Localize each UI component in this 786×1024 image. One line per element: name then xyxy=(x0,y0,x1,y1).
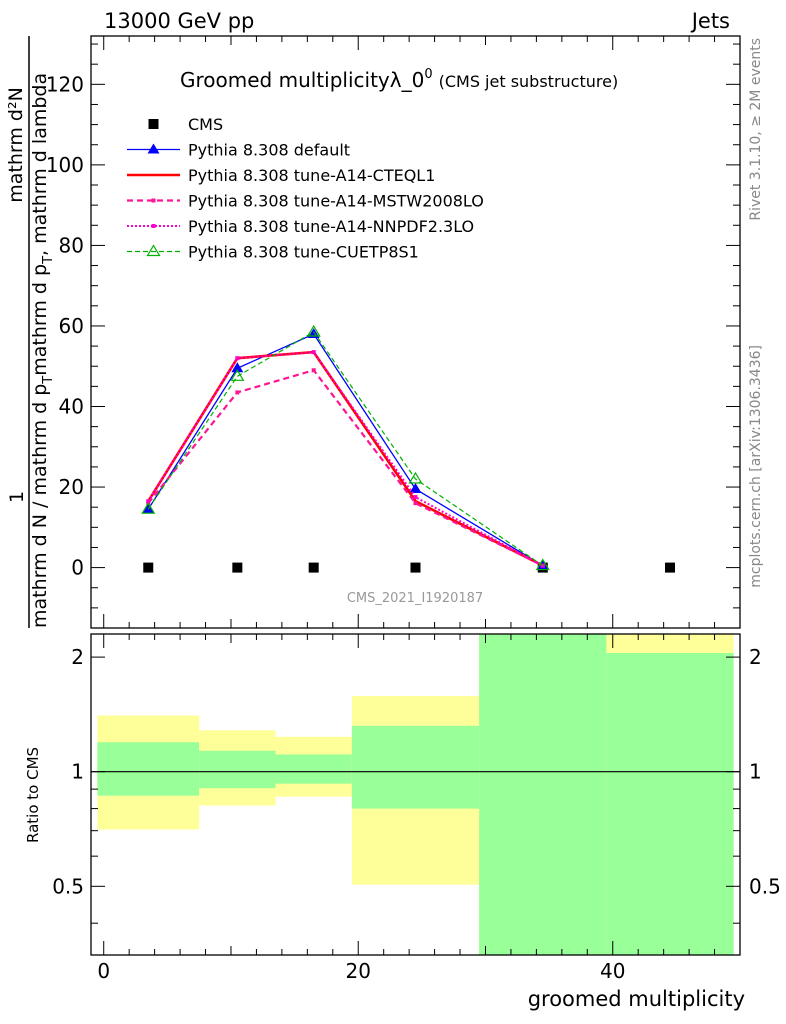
series-point-4-1 xyxy=(235,356,240,361)
series-point-0-5 xyxy=(665,562,676,573)
series-layer xyxy=(141,324,676,573)
series-5 xyxy=(141,324,550,571)
legend-entry-4: Pythia 8.308 tune-A14-NNPDF2.3LO xyxy=(127,217,474,236)
legend-entry-3: Pythia 8.308 tune-A14-MSTW2008LO xyxy=(127,192,484,211)
legend-entry-1: Pythia 8.308 default xyxy=(127,141,350,160)
legend-label-1: Pythia 8.308 default xyxy=(188,141,350,160)
legend-label-0: CMS xyxy=(188,115,223,134)
main-y-tick-label: 20 xyxy=(59,475,84,499)
x-tick-label: 20 xyxy=(346,959,371,983)
y-axis-label: 1 mathrm d²N mathrm d N / mathrm d pTmat… xyxy=(5,36,56,628)
series-point-0-2 xyxy=(308,562,319,573)
legend-marker-0 xyxy=(148,119,159,129)
y-label-denominator: mathrm d N / mathrm d pTmathrm d pT, mat… xyxy=(29,73,56,628)
legend-marker-4 xyxy=(151,224,156,228)
rivet-label: Rivet 3.1.10, ≥ 2M events xyxy=(748,38,764,221)
series-2 xyxy=(147,350,544,567)
x-tick-label: 0 xyxy=(97,959,110,983)
legend-entry-0: CMS xyxy=(148,115,223,134)
main-panel-border xyxy=(90,35,741,629)
mcplots-label: mcplots.cern.ch [arXiv:1306.3436] xyxy=(748,345,764,588)
series-point-1-3 xyxy=(409,483,422,494)
main-y-tick-label: 0 xyxy=(71,556,84,580)
ratio-panel-border xyxy=(90,633,741,956)
series-point-0-0 xyxy=(143,562,154,573)
ratio-y-tick-label-right: 1 xyxy=(749,760,762,784)
series-point-3-3 xyxy=(413,501,418,506)
legend-marker-1 xyxy=(147,143,160,154)
ratio-y-tick-label: 2 xyxy=(71,645,84,669)
plot-title: Groomed multiplicityλ_00 (CMS jet substru… xyxy=(180,67,618,92)
ratio-y-tick-label: 0.5 xyxy=(52,874,84,898)
legend-label-2: Pythia 8.308 tune-A14-CTEQL1 xyxy=(188,166,435,185)
legend-label-4: Pythia 8.308 tune-A14-NNPDF2.3LO xyxy=(188,217,474,236)
series-line-4 xyxy=(147,351,544,567)
series-line-5 xyxy=(147,331,544,567)
series-point-1-1 xyxy=(231,362,244,373)
ratio-band-inner-0 xyxy=(97,742,200,796)
series-1 xyxy=(142,328,549,570)
ratio-bands xyxy=(97,634,734,955)
header-energy-label: 13000 GeV pp xyxy=(104,9,254,33)
series-point-3-2 xyxy=(311,368,316,373)
legend-entry-5: Pythia 8.308 tune-CUETP8S1 xyxy=(127,243,419,262)
ratio-band-inner-4 xyxy=(479,634,607,955)
ratio-panel-frame: 0 20 40 0.5 0.5 1 1 2 2 xyxy=(52,633,781,983)
legend-entry-2: Pythia 8.308 tune-A14-CTEQL1 xyxy=(127,166,435,185)
legend-label-3: Pythia 8.308 tune-A14-MSTW2008LO xyxy=(188,192,484,211)
legend-label-5: Pythia 8.308 tune-CUETP8S1 xyxy=(188,243,419,262)
main-y-tick-label: 40 xyxy=(59,395,84,419)
series-point-0-1 xyxy=(232,562,243,573)
ratio-band-inner-2 xyxy=(275,754,352,784)
plot-title-superscript: 0 xyxy=(424,67,432,82)
series-point-4-2 xyxy=(311,350,316,355)
series-point-3-1 xyxy=(235,390,240,395)
legend: CMS Pythia 8.308 default Pythia 8.308 tune… xyxy=(127,115,484,262)
header-jets-label: Jets xyxy=(690,9,730,33)
series-0 xyxy=(143,562,676,573)
series-point-5-1 xyxy=(230,369,245,381)
main-y-tick-label: 100 xyxy=(46,153,84,177)
analysis-watermark: CMS_2021_I1920187 xyxy=(347,591,483,606)
y-label-one: 1 xyxy=(6,491,28,503)
ratio-y-tick-label-right: 0.5 xyxy=(749,874,781,898)
main-y-tick-label: 60 xyxy=(59,314,84,338)
main-y-tick-label: 120 xyxy=(46,72,84,96)
ratio-y-tick-label: 1 xyxy=(71,760,84,784)
ratio-band-inner-5 xyxy=(606,653,734,955)
series-line-2 xyxy=(147,350,544,567)
plot-title-sub: (CMS jet substructure) xyxy=(439,72,619,91)
legend-marker-3 xyxy=(151,198,156,203)
main-panel-frame: 0 20 40 60 80 100 120 xyxy=(46,35,741,629)
x-tick-label: 40 xyxy=(600,959,625,983)
ratio-band-inner-3 xyxy=(351,725,480,809)
series-point-5-0 xyxy=(141,502,156,514)
ratio-y-tick-label-right: 2 xyxy=(749,645,762,669)
series-point-0-3 xyxy=(410,562,421,573)
series-point-5-3 xyxy=(408,471,423,484)
main-y-tick-label: 80 xyxy=(59,233,84,257)
legend-marker-5 xyxy=(146,244,161,257)
series-point-5-4 xyxy=(535,558,550,571)
series-point-5-2 xyxy=(306,324,321,337)
y-label-subscript-2: T xyxy=(41,256,56,265)
series-point-4-0 xyxy=(146,499,151,504)
ratio-y-label: Ratio to CMS xyxy=(24,747,42,843)
y-label-numerator: mathrm d²N xyxy=(5,87,27,203)
series-point-4-3 xyxy=(413,495,418,500)
series-line-1 xyxy=(147,333,544,567)
ratio-band-inner-1 xyxy=(199,750,276,789)
y-label-subscript-1: T xyxy=(41,376,56,385)
x-axis-label: groomed multiplicity xyxy=(528,987,745,1011)
plot-title-main: Groomed multiplicityλ_0 xyxy=(180,68,424,92)
